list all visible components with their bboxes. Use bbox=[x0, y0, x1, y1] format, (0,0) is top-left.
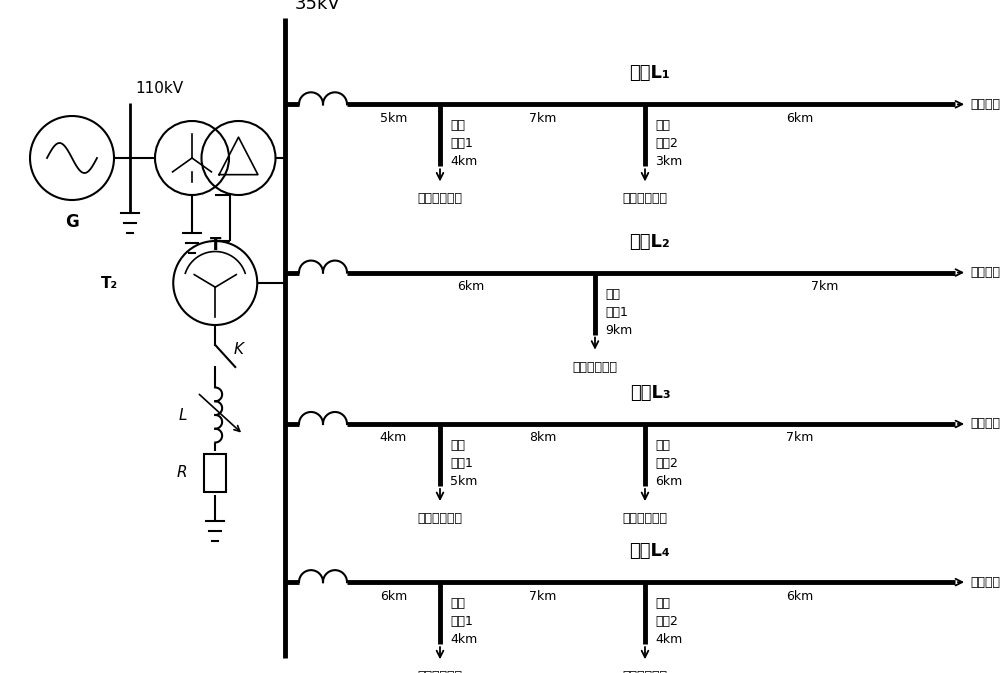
Text: 4km: 4km bbox=[450, 155, 477, 168]
Text: 线蠇1: 线蠇1 bbox=[450, 137, 473, 150]
Text: 4km: 4km bbox=[450, 633, 477, 646]
Text: 恒定功率负荷: 恒定功率负荷 bbox=[418, 512, 463, 525]
Text: 恒定功率负荷: 恒定功率负荷 bbox=[970, 266, 1000, 279]
Text: 7km: 7km bbox=[529, 590, 556, 602]
Text: 线路L₂: 线路L₂ bbox=[630, 233, 670, 250]
Text: 4km: 4km bbox=[655, 633, 682, 646]
Text: T₂: T₂ bbox=[101, 275, 118, 291]
Text: 6km: 6km bbox=[380, 590, 407, 602]
Text: 恒定功率负荷: 恒定功率负荷 bbox=[622, 512, 668, 525]
Text: 恒定功率负荷: 恒定功率负荷 bbox=[622, 670, 668, 673]
Text: 恒定功率负荷: 恒定功率负荷 bbox=[418, 192, 463, 205]
Text: 5km: 5km bbox=[380, 112, 407, 125]
Text: 分支: 分支 bbox=[655, 119, 670, 133]
Text: 6km: 6km bbox=[786, 590, 814, 602]
Text: 6km: 6km bbox=[457, 280, 485, 293]
Text: G: G bbox=[65, 213, 79, 231]
Text: 恒定功率负荷: 恒定功率负荷 bbox=[572, 361, 617, 374]
Text: 7km: 7km bbox=[529, 112, 556, 125]
Text: 分支: 分支 bbox=[655, 439, 670, 452]
Text: T: T bbox=[210, 236, 221, 254]
Text: 线蠇2: 线蠇2 bbox=[655, 137, 678, 150]
Text: 7km: 7km bbox=[786, 431, 814, 444]
Text: 线路L₄: 线路L₄ bbox=[630, 542, 670, 560]
Text: 线蠇1: 线蠇1 bbox=[605, 306, 628, 318]
Text: 线蠇2: 线蠇2 bbox=[655, 457, 678, 470]
Text: 分支: 分支 bbox=[450, 119, 465, 133]
Text: 分支: 分支 bbox=[450, 597, 465, 610]
Text: L: L bbox=[179, 407, 187, 423]
Text: 线路L₃: 线路L₃ bbox=[630, 384, 670, 402]
Text: 5km: 5km bbox=[450, 475, 477, 488]
Text: 恒定功率负荷: 恒定功率负荷 bbox=[970, 98, 1000, 111]
Text: 线蠇2: 线蠇2 bbox=[655, 615, 678, 628]
Text: R: R bbox=[177, 465, 187, 480]
Text: 8km: 8km bbox=[529, 431, 556, 444]
Text: 3km: 3km bbox=[655, 155, 682, 168]
Text: 线蠇1: 线蠇1 bbox=[450, 457, 473, 470]
Text: 35kV: 35kV bbox=[295, 0, 341, 13]
Text: 恒定功率负荷: 恒定功率负荷 bbox=[970, 575, 1000, 589]
Text: 恒定功率负荷: 恒定功率负荷 bbox=[622, 192, 668, 205]
Text: 6km: 6km bbox=[786, 112, 814, 125]
Text: 6km: 6km bbox=[655, 475, 682, 488]
Text: K: K bbox=[233, 343, 243, 357]
Text: 4km: 4km bbox=[380, 431, 407, 444]
Text: 分支: 分支 bbox=[605, 287, 620, 301]
Text: 分支: 分支 bbox=[450, 439, 465, 452]
Text: 线路L₁: 线路L₁ bbox=[630, 65, 670, 82]
Text: 线蠇1: 线蠇1 bbox=[450, 615, 473, 628]
Bar bbox=[204, 454, 226, 491]
Text: 恒定功率负荷: 恒定功率负荷 bbox=[418, 670, 463, 673]
Text: 110kV: 110kV bbox=[135, 81, 183, 96]
Text: 分支: 分支 bbox=[655, 597, 670, 610]
Text: 7km: 7km bbox=[811, 280, 839, 293]
Text: 9km: 9km bbox=[605, 324, 632, 336]
Text: 恒定功率负荷: 恒定功率负荷 bbox=[970, 417, 1000, 431]
